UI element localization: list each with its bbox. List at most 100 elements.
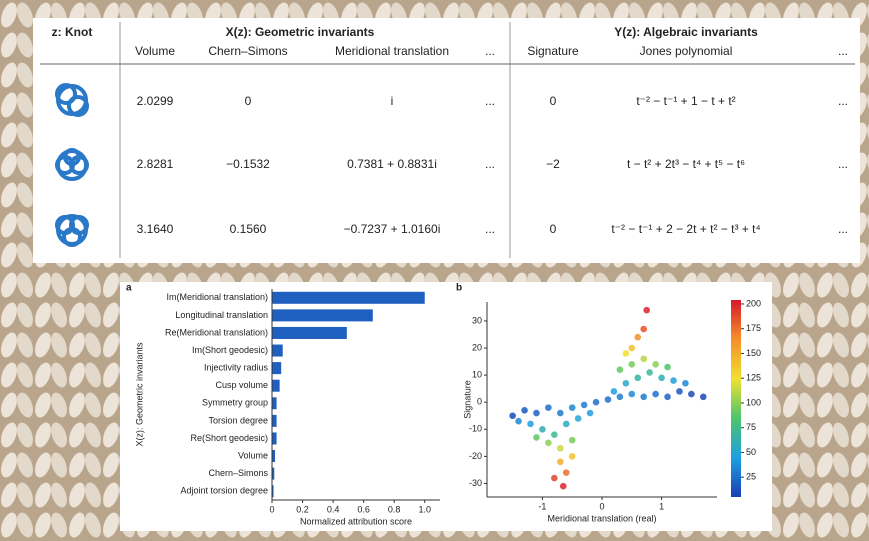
cell: ... [485,94,495,108]
point [617,366,624,373]
x-axis-label: Normalized attribution score [300,516,412,526]
colorbar-tick-label: 75 [746,422,756,432]
point [533,434,540,441]
point [605,396,612,403]
cell: 0.7381 + 0.8831i [347,157,437,171]
column-header: Volume [135,44,175,58]
colorbar [731,300,741,497]
bar [272,292,425,304]
cell: i [391,94,394,108]
header: z: Knot [52,25,93,39]
point [575,415,582,422]
y-tick-label: Cusp volume [215,380,268,390]
bar [272,345,283,357]
y-tick-label: 0 [477,397,482,407]
point [569,453,576,460]
point [652,361,659,368]
point [628,345,635,352]
point [587,410,594,417]
point [676,388,683,395]
cell: 0 [550,94,557,108]
point [551,475,558,482]
bar [272,380,280,392]
cell: ... [485,157,495,171]
x-tick-label: 0.6 [357,504,370,514]
point [569,437,576,444]
y-tick-label: -10 [469,424,482,434]
column-header: Meridional translation [335,44,449,58]
colorbar-tick-label: 150 [746,348,761,358]
point [623,380,630,387]
cell: −0.1532 [226,157,270,171]
cell: ... [838,94,848,108]
point [563,421,570,428]
y-tick-label: Im(Meridional translation) [166,292,268,302]
x-tick-label: 0.2 [296,504,309,514]
point [664,393,671,400]
point [557,410,564,417]
point [560,483,567,490]
column-header: Signature [527,44,579,58]
point [658,375,665,382]
y-tick-label: -30 [469,478,482,488]
point [682,380,689,387]
x-tick-label: 1.0 [418,504,431,514]
cell: t⁻² − t⁻¹ + 1 − t + t² [636,94,735,108]
cell: −0.7237 + 1.0160i [344,222,441,236]
cell: 2.8281 [137,157,174,171]
header: X(z): Geometric invariants [226,25,375,39]
point [521,407,528,414]
y-tick-label: Chern–Simons [208,468,268,478]
bar [272,397,277,409]
point [551,431,558,438]
colorbar-tick-label: 50 [746,447,756,457]
point [509,412,516,419]
point [557,458,564,465]
x-tick-label: -1 [538,501,546,511]
point [640,356,647,363]
x-axis-label: Meridional translation (real) [547,513,656,523]
point [611,388,618,395]
y-tick-label: Longitudinal translation [175,310,268,320]
point [664,364,671,371]
cell: 0 [550,222,557,236]
bar [272,362,281,374]
column-header: ... [485,44,495,58]
point [640,326,647,333]
point [563,469,570,476]
cell: t⁻² − t⁻¹ + 2 − 2t + t² − t³ + t⁴ [611,222,760,236]
bar [272,309,373,321]
column-header: Jones polynomial [640,44,733,58]
point [515,418,522,425]
x-tick-label: 0.4 [327,504,340,514]
y-tick-label: 20 [472,342,482,352]
point [533,410,540,417]
cell: −2 [546,157,560,171]
bar [272,432,277,444]
y-tick-label: Injectivity radius [204,363,269,373]
x-tick-label: 0.8 [388,504,401,514]
point [545,404,552,411]
point [640,393,647,400]
point [569,404,576,411]
y-tick-label: Re(Short geodesic) [190,433,268,443]
colorbar-tick-label: 25 [746,472,756,482]
y-axis-label: Signature [462,380,472,419]
x-tick-label: 1 [659,501,664,511]
cell: 0.1560 [230,222,267,236]
panel-label: a [126,283,132,294]
point [643,307,650,314]
cell: 3.1640 [137,222,174,236]
point [634,375,641,382]
colorbar-tick-label: 175 [746,323,761,333]
y-tick-label: 30 [472,315,482,325]
y-tick-label: 10 [472,370,482,380]
y-axis-label: X(z): Geometric invariants [134,342,144,447]
y-tick-label: Im(Short geodesic) [192,345,268,355]
figure: z: Knot X(z): Geometric invariants Y(z):… [0,0,869,541]
header: Y(z): Algebraic invariants [614,25,758,39]
point [617,393,624,400]
cell: t − t² + 2t³ − t⁴ + t⁵ − t⁶ [627,157,745,171]
point [527,421,534,428]
column-header: Chern–Simons [208,44,287,58]
